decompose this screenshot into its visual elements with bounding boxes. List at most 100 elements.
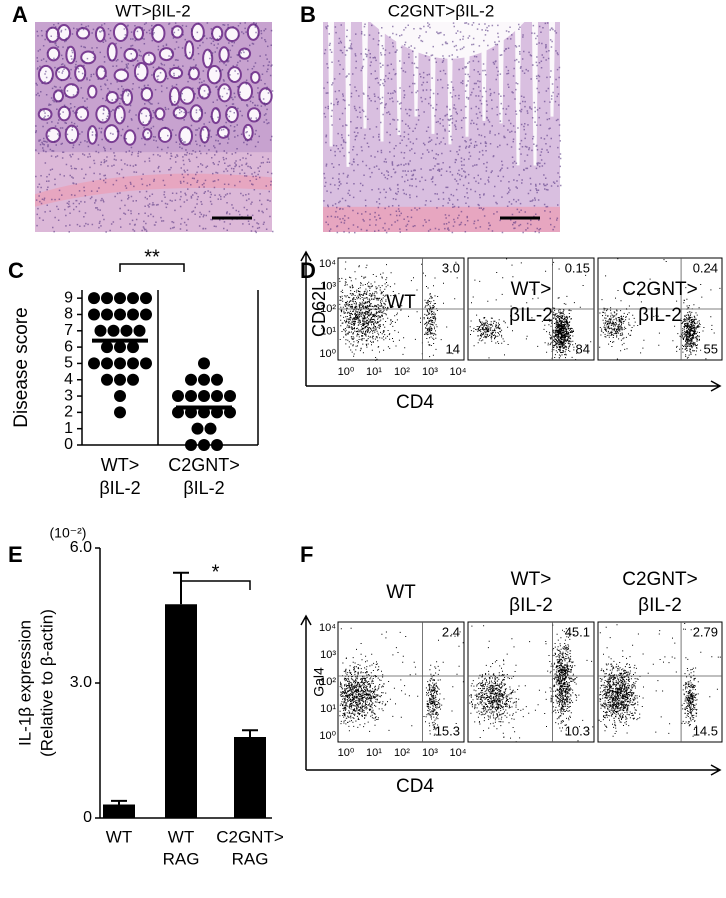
significance-bracket [119, 263, 185, 272]
quadrant-value: 0.24 [693, 260, 718, 275]
data-point [198, 357, 210, 370]
data-point [114, 373, 126, 386]
data-point [211, 373, 223, 386]
data-point [101, 308, 113, 321]
panel-label: E [8, 542, 23, 567]
y-tick-label: 7 [64, 322, 73, 339]
y-tick-label: 10⁴ [319, 622, 336, 634]
significance-label: * [212, 561, 220, 583]
x-tick-label: 10³ [422, 366, 438, 378]
data-point [198, 373, 210, 386]
histology-title: WT>βIL-2 [115, 1, 190, 20]
data-point [88, 292, 100, 305]
data-point [140, 292, 152, 305]
y-arrow [300, 250, 312, 386]
event-dots [598, 623, 721, 737]
quadrant-value: 14 [446, 341, 460, 356]
data-point [114, 292, 126, 305]
x-tick-label: βIL-2 [183, 478, 224, 498]
x-tick-label: 10² [394, 747, 410, 759]
panel-label: D [300, 258, 316, 283]
data-point [114, 390, 126, 403]
data-point [101, 292, 113, 305]
y-tick-label: 6 [64, 338, 73, 355]
y-axis-label: Gal4 [311, 667, 327, 697]
y-tick-label: 10¹ [320, 703, 336, 715]
y-tick-label: 6.0 [70, 539, 92, 556]
data-point [114, 357, 126, 370]
quadrant-value: 45.1 [565, 624, 590, 639]
y-tick-label: 9 [64, 289, 73, 306]
data-point [114, 341, 126, 354]
y-tick-label: 10³ [320, 280, 336, 292]
y-tick-label: 0 [83, 809, 92, 826]
plot-title: C2GNT> [622, 279, 698, 300]
x-tick-label: 10¹ [366, 747, 382, 759]
x-tick-label: WT [168, 827, 194, 846]
error-bar [111, 799, 127, 805]
event-dots [338, 261, 458, 361]
data-point [172, 390, 184, 403]
crypts [37, 22, 273, 146]
y-tick-label: 10³ [320, 649, 336, 661]
data-point [127, 373, 139, 386]
x-arrow [306, 764, 722, 776]
data-point [140, 308, 152, 321]
y-tick-label: 2 [64, 404, 73, 421]
panel-label: A [12, 2, 28, 27]
y-axis-label: IL-1β expression [15, 620, 34, 746]
y-arrow [300, 614, 312, 770]
data-point [127, 341, 139, 354]
x-tick-label: 10² [394, 366, 410, 378]
x-axis-label: CD4 [396, 776, 434, 797]
data-point [120, 324, 133, 337]
bar [103, 804, 135, 818]
data-point [211, 390, 223, 403]
x-tick-label: C2GNT> [216, 827, 284, 846]
quadrant-value: 10.3 [565, 723, 590, 738]
plot-title: βIL-2 [509, 595, 553, 616]
y-tick-label: 10⁴ [319, 258, 336, 270]
data-point [101, 341, 113, 354]
quadrant-value: 15.3 [435, 723, 460, 738]
data-point [88, 357, 100, 370]
data-point [204, 422, 217, 435]
event-dots [599, 258, 721, 360]
data-point [211, 439, 223, 451]
y-tick-label: 1 [64, 420, 73, 437]
data-point [127, 357, 139, 370]
x-tick-label: WT [106, 827, 132, 846]
y-tick-label: 10⁰ [319, 348, 336, 360]
panel-label: B [300, 2, 316, 27]
x-tick-label: 10⁰ [338, 747, 355, 759]
x-tick-label: 10⁰ [338, 366, 355, 378]
data-point [101, 373, 113, 386]
y-tick-label: 10² [320, 303, 336, 315]
y-tick-label: 0 [64, 436, 73, 453]
event-dots [469, 258, 595, 361]
data-point [198, 390, 210, 403]
event-dots [339, 627, 464, 736]
plot-title: βIL-2 [638, 305, 682, 326]
x-tick-label: RAG [163, 849, 200, 868]
data-point [94, 324, 107, 337]
plot-title: βIL-2 [638, 595, 682, 616]
x-tick-label: 10¹ [366, 366, 382, 378]
plot-title: βIL-2 [509, 305, 553, 326]
quadrant-value: 0.15 [565, 260, 590, 275]
x-arrow [306, 380, 722, 392]
data-point [198, 439, 210, 451]
x-tick-label: βIL-2 [99, 478, 140, 498]
data-point [101, 357, 113, 370]
bar [234, 737, 266, 818]
lumen [370, 22, 525, 59]
data-point [185, 439, 197, 451]
y-tick-label: 10⁰ [319, 730, 336, 742]
x-tick-label: 10³ [422, 747, 438, 759]
y-tick-label: 3 [64, 387, 73, 404]
data-point [114, 308, 126, 321]
plot-title: WT> [511, 569, 552, 590]
y-axis-label: Disease score [11, 307, 32, 427]
